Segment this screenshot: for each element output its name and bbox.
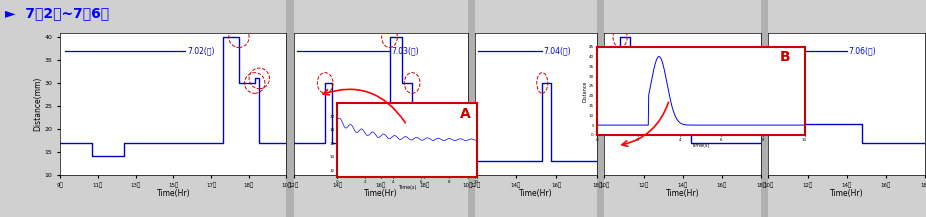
Y-axis label: Distance: Distance	[582, 80, 587, 102]
X-axis label: Time(Hr): Time(Hr)	[519, 189, 553, 198]
Text: B: B	[780, 50, 790, 64]
X-axis label: Time(s): Time(s)	[692, 143, 709, 148]
Text: 7.04(수): 7.04(수)	[544, 46, 571, 55]
X-axis label: Time(Hr): Time(Hr)	[666, 189, 699, 198]
X-axis label: Time(Hr): Time(Hr)	[156, 189, 190, 198]
Text: ►  7월2일~7월6일: ► 7월2일~7월6일	[5, 7, 108, 21]
X-axis label: Time(s): Time(s)	[398, 185, 416, 190]
X-axis label: Time(Hr): Time(Hr)	[364, 189, 397, 198]
Text: 7.06(금): 7.06(금)	[848, 46, 876, 55]
Text: 7.05(목): 7.05(목)	[677, 46, 704, 55]
Text: 7.03(화): 7.03(화)	[392, 46, 419, 55]
Text: 7.02(월): 7.02(월)	[187, 46, 215, 55]
Text: A: A	[460, 107, 470, 121]
Y-axis label: Distance(mm): Distance(mm)	[33, 76, 42, 131]
X-axis label: Time(Hr): Time(Hr)	[830, 189, 864, 198]
